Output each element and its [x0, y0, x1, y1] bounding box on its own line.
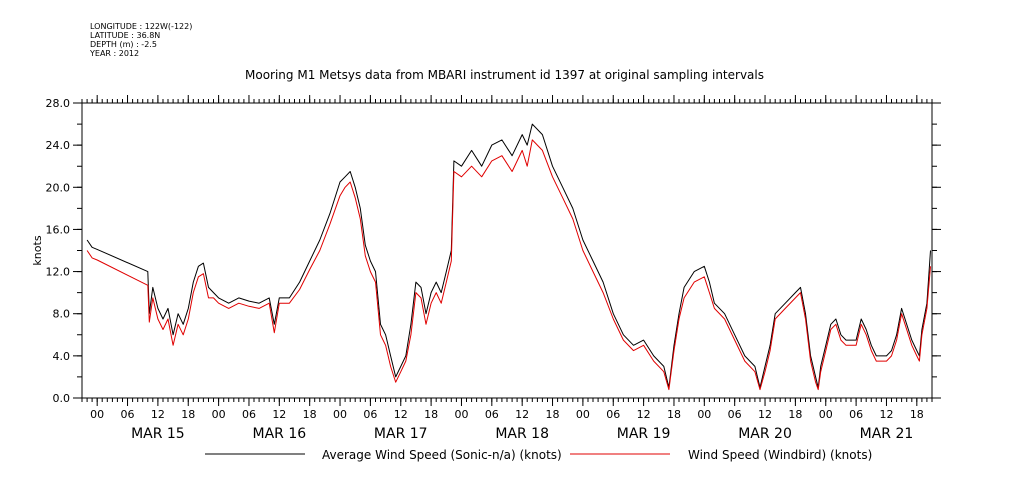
- x-tick-label: 12: [151, 408, 165, 421]
- latitude-label: LATITUDE : 36.8N: [90, 31, 161, 40]
- x-day-label: MAR 20: [738, 426, 792, 442]
- y-tick-label: 24.0: [46, 139, 71, 152]
- x-day-label: MAR 16: [252, 426, 306, 442]
- x-tick-label: 18: [788, 408, 802, 421]
- legend-label-average-wind-speed: Average Wind Speed (Sonic-n/a) (knots): [322, 448, 562, 462]
- x-day-label: MAR 21: [860, 426, 914, 442]
- x-day-label: MAR 18: [495, 426, 549, 442]
- x-tick-label: 06: [363, 408, 377, 421]
- x-tick-label: 12: [515, 408, 529, 421]
- x-tick-label: 18: [181, 408, 195, 421]
- x-day-label: MAR 19: [617, 426, 671, 442]
- x-tick-label: 18: [667, 408, 681, 421]
- x-tick-label: 12: [637, 408, 651, 421]
- x-tick-label: 00: [333, 408, 347, 421]
- x-tick-label: 00: [819, 408, 833, 421]
- y-tick-label: 28.0: [46, 97, 71, 110]
- y-axis-label: knots: [31, 235, 44, 265]
- y-tick-label: 16.0: [46, 223, 71, 236]
- x-tick-label: 06: [242, 408, 256, 421]
- x-tick-label: 06: [121, 408, 135, 421]
- x-tick-label: 00: [212, 408, 226, 421]
- x-day-label: MAR 17: [374, 426, 428, 442]
- x-tick-label: 06: [606, 408, 620, 421]
- x-tick-label: 12: [879, 408, 893, 421]
- x-tick-label: 12: [394, 408, 408, 421]
- x-minor-ticks: [81, 99, 933, 402]
- x-tick-label: 18: [546, 408, 560, 421]
- x-tick-label: 12: [758, 408, 772, 421]
- x-tick-label: 00: [697, 408, 711, 421]
- y-tick-label: 8.0: [53, 308, 71, 321]
- series-line-windbird-wind-speed: [86, 139, 931, 391]
- chart-title: Mooring M1 Metsys data from MBARI instru…: [245, 68, 764, 82]
- x-tick-label: 00: [576, 408, 590, 421]
- x-tick-label: 18: [424, 408, 438, 421]
- x-tick-label: 06: [485, 408, 499, 421]
- x-tick-label: 18: [910, 408, 924, 421]
- x-tick-label: 12: [272, 408, 286, 421]
- y-tick-label: 0.0: [53, 392, 71, 405]
- x-tick-label: 06: [849, 408, 863, 421]
- legend-label-windbird-wind-speed: Wind Speed (Windbird) (knots): [688, 448, 872, 462]
- x-tick-label: 00: [90, 408, 104, 421]
- longitude-label: LONGITUDE : 122W(-122): [90, 22, 193, 31]
- y-tick-label: 20.0: [46, 181, 71, 194]
- x-tick-label: 00: [454, 408, 468, 421]
- y-tick-label: 4.0: [53, 350, 71, 363]
- x-tick-label: 18: [303, 408, 317, 421]
- depth-label: DEPTH (m) : -2.5: [90, 40, 157, 49]
- x-day-label: MAR 15: [131, 426, 185, 442]
- y-tick-label: 12.0: [46, 266, 71, 279]
- x-tick-label: 06: [728, 408, 742, 421]
- series-line-average-wind-speed: [86, 123, 931, 388]
- year-label: YEAR : 2012: [90, 49, 140, 58]
